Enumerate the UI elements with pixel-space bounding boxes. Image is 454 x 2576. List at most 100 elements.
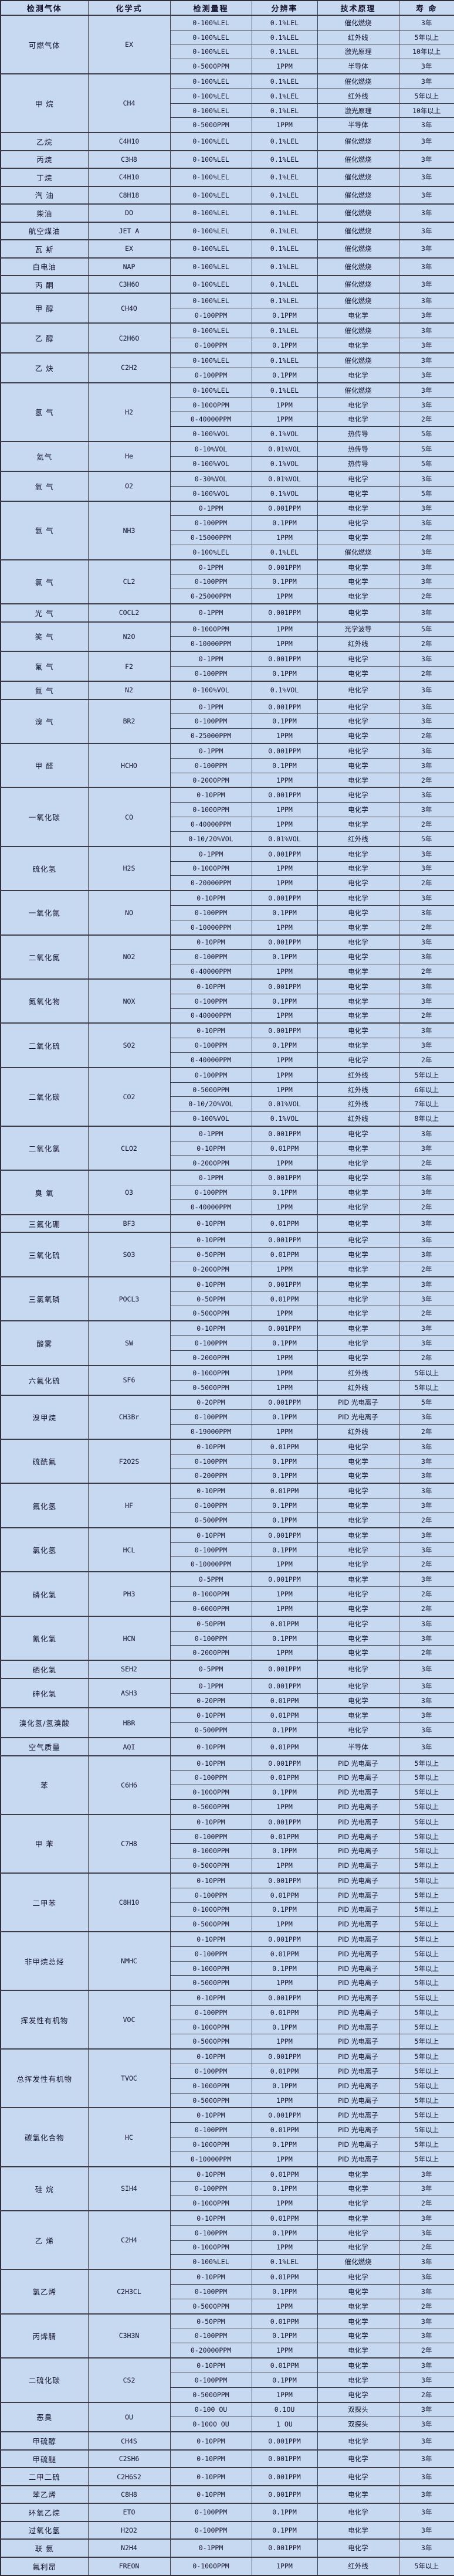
principle-cell: PID 光电离子 — [317, 1799, 399, 1815]
range-cell: 0-100PPM — [170, 757, 252, 773]
range-cell: 0-100%VOL — [170, 1111, 252, 1127]
gas-formula-cell: DO — [87, 203, 171, 223]
gas-name-cell: 联 氨 — [0, 2538, 89, 2558]
gas-row: 0-100%VOL 0.1%VOL 热传导 5年 — [1, 456, 454, 472]
life-cell: 3年 — [398, 2467, 454, 2486]
life-cell: 2年 — [398, 772, 454, 788]
gas-row: 溴 气 BR2 0-1PPM 0.001PPM 电化学 3年 — [0, 698, 454, 744]
range-cell: 0-10PPM — [170, 2166, 252, 2182]
range-cell: 0-1000PPM — [170, 2196, 252, 2211]
range-cell: 0-5000PPM — [170, 1799, 252, 1815]
principle-cell: 电化学 — [317, 1291, 399, 1307]
gas-row: 0-100PPM 0.1PPM 电化学 3年 — [1, 905, 454, 920]
resolution-cell: 1PPM — [251, 589, 318, 604]
resolution-cell: 0.01%VOL — [251, 1096, 318, 1112]
principle-cell: 电化学 — [317, 2387, 399, 2403]
life-cell: 3年 — [398, 757, 454, 773]
gas-name-cell: 甲硫醚 — [0, 2449, 89, 2468]
principle-cell: PID 光电离子 — [317, 1829, 399, 1844]
resolution-cell: 1PPM — [251, 1082, 318, 1097]
principle-cell: 电化学 — [317, 964, 399, 980]
gas-row: 0-100PPM 0.01PPM PID 光电离子 5年以上 — [1, 1887, 454, 1903]
resolution-cell: 1PPM — [251, 1066, 318, 1083]
resolution-cell: 0.1PPM — [251, 1630, 318, 1646]
resolution-cell: 0.1PPM — [251, 757, 318, 773]
resolution-cell: 0.001PPM — [251, 1571, 318, 1588]
range-cell: 0-100PPM — [170, 1335, 252, 1351]
gas-row: 一氧化氮 NO 0-10PPM 0.001PPM 电化学 3年 — [0, 890, 454, 936]
range-cell: 0-100%LEL — [170, 544, 252, 560]
principle-cell: 电化学 — [317, 728, 399, 744]
life-cell: 2年 — [398, 1199, 454, 1215]
resolution-cell: 0.001PPM — [251, 1527, 318, 1543]
resolution-cell: 1PPM — [251, 919, 318, 936]
gas-row: 臭 氧 O3 0-1PPM 0.001PPM 电化学 3年 — [0, 1170, 454, 1215]
resolution-cell: 0.001PPM — [251, 1872, 318, 1888]
gas-name-cell: 氧 气 — [0, 470, 89, 501]
gas-row: 0-1000PPM 0.1PPM PID 光电离子 5年以上 — [1, 2078, 454, 2094]
resolution-cell: 1PPM — [251, 875, 318, 891]
range-cell: 0-100%LEL — [170, 73, 252, 90]
principle-cell: 红外线 — [317, 1066, 399, 1083]
principle-cell: PID 光电离子 — [317, 2151, 399, 2167]
life-cell: 5年以上 — [398, 1755, 454, 1771]
life-cell: 3年 — [398, 1232, 454, 1248]
gas-formula-cell: AQI — [87, 1737, 171, 1756]
resolution-cell: 0.001PPM — [251, 1990, 318, 2006]
resolution-cell: 0.1PPM — [251, 2137, 318, 2152]
gas-name-cell: 白电油 — [0, 257, 89, 276]
gas-row: 0-5000PPM 1PPM PID 光电离子 5年以上 — [1, 1916, 454, 1932]
range-cell: 0-50PPM — [170, 1291, 252, 1307]
gas-row: 恶臭 OU 0-100 OU 0.1OU 双探头 3年 — [0, 2401, 454, 2432]
life-cell: 2年 — [398, 2196, 454, 2211]
range-cell: 0-40000PPM — [170, 1199, 252, 1215]
gas-row: 光 气 COCL2 0-1PPM 0.001PPM 电化学 3年 — [0, 603, 454, 623]
range-cell: 0-10000PPM — [170, 1557, 252, 1572]
principle-cell: 电化学 — [317, 1155, 399, 1171]
gas-row: 0-100%LEL 0.1%LEL 红外线 5年以上 — [1, 29, 454, 45]
range-cell: 0-5000PPM — [170, 2092, 252, 2108]
resolution-cell: 0.001PPM — [251, 2485, 318, 2504]
life-cell: 3年 — [398, 2284, 454, 2299]
gas-row: 甲硫醚 C2SH6 0-10PPM 0.001PPM 电化学 3年 — [0, 2449, 454, 2468]
life-cell: 5年以上 — [398, 1858, 454, 1874]
principle-cell: PID 光电离子 — [317, 2122, 399, 2138]
life-cell: 5年以上 — [398, 1990, 454, 2006]
principle-cell: 电化学 — [317, 890, 399, 906]
gas-formula-cell: SEH2 — [87, 1660, 171, 1679]
gas-name-cell: 乙 炔 — [0, 352, 89, 383]
life-cell: 5年以上 — [398, 1872, 454, 1888]
gas-name-cell: 总挥发性有机物 — [0, 2048, 89, 2108]
life-cell: 2年 — [398, 728, 454, 744]
gas-row: 瓦 斯 EX 0-100%LEL 0.1%LEL 催化燃烧 3年 — [0, 239, 454, 259]
range-cell: 0-100%LEL — [170, 352, 252, 368]
resolution-cell: 0.1PPM — [251, 1843, 318, 1859]
life-cell: 3年 — [398, 293, 454, 309]
resolution-cell: 0.01PPM — [251, 1693, 318, 1708]
gas-name-cell: 柴油 — [0, 203, 89, 223]
range-cell: 0-100PPM — [170, 1770, 252, 1786]
gas-row: 乙 炔 C2H2 0-100%LEL 0.1%LEL 催化燃烧 3年 — [0, 352, 454, 383]
gas-row: 柴油 DO 0-100%LEL 0.1%LEL 催化燃烧 3年 — [0, 203, 454, 223]
gas-name-cell: 乙 醇 — [0, 322, 89, 354]
gas-row: 氯乙烯 C2H3CL 0-10PPM 0.01PPM 电化学 3年 — [0, 2269, 454, 2315]
range-cell: 0-100PPM — [170, 713, 252, 729]
principle-cell: 电化学 — [317, 666, 399, 682]
gas-row: 0-40000PPM 1PPM 电化学 2年 — [1, 1199, 454, 1215]
range-cell: 0-20PPM — [170, 1693, 252, 1708]
life-cell: 5年 — [398, 1394, 454, 1411]
table-header: 检测气体 化学式 检测量程 分辨率 技术原理 寿 命 — [0, 0, 454, 16]
resolution-cell: 0.1%LEL — [251, 103, 318, 118]
range-cell: 0-30%VOL — [170, 470, 252, 487]
gas-formula-cell: N2 — [87, 681, 171, 700]
life-cell: 3年 — [398, 603, 454, 623]
gas-name-cell: 二甲苯 — [0, 1872, 89, 1932]
principle-cell: 双探头 — [317, 2417, 399, 2432]
gas-name-cell: 二氧化氯 — [0, 1125, 89, 1171]
resolution-cell: 0.001PPM — [251, 934, 318, 950]
principle-cell: 电化学 — [317, 905, 399, 920]
gas-formula-cell: CO2 — [87, 1066, 171, 1127]
range-cell: 0-20PPM — [170, 1394, 252, 1411]
life-cell: 2年 — [398, 875, 454, 891]
gas-name-cell: 氯 气 — [0, 559, 89, 604]
